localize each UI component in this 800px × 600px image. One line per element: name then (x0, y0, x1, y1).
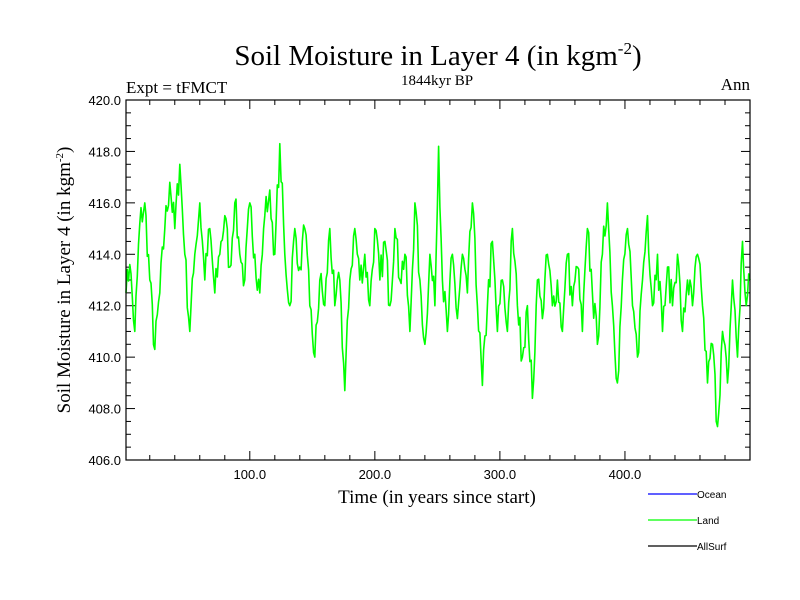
legend-label-allsurf: AllSurf (697, 542, 727, 553)
plot-frame (125, 99, 751, 461)
y-tick-label: 414.0 (88, 247, 121, 262)
tick-labels: 100.0 200.0 300.0 400.0 406.0 408.0 410.0 412.0… (88, 93, 641, 482)
x-tick-label: 100.0 (234, 467, 267, 482)
y-tick-label: 412.0 (88, 299, 121, 314)
x-tick-label: 400.0 (609, 467, 642, 482)
season-label: Ann (721, 75, 751, 94)
plot-series (125, 142, 751, 428)
legend-label-ocean: Ocean (697, 490, 726, 501)
axis-ticks (126, 99, 750, 461)
legend-label-land: Land (697, 516, 719, 527)
x-tick-label: 300.0 (484, 467, 517, 482)
experiment-label: Expt = tFMCT (126, 78, 228, 97)
y-tick-label: 410.0 (88, 350, 121, 365)
y-axis-label: Soil Moisture in Layer 4 (in kgm-2) (54, 147, 75, 414)
chart-title: Soil Moisture in Layer 4 (in kgm-2) (234, 39, 641, 72)
chart-subtitle: 1844kyr BP (401, 73, 473, 89)
y-tick-label: 406.0 (88, 453, 121, 468)
x-tick-label: 200.0 (359, 467, 392, 482)
y-tick-label: 418.0 (88, 144, 121, 159)
y-tick-label: 408.0 (88, 402, 121, 417)
y-tick-label: 420.0 (88, 93, 121, 108)
legend: Ocean Land AllSurf (648, 490, 727, 553)
y-tick-label: 416.0 (88, 196, 121, 211)
series-line-land (125, 142, 751, 428)
x-axis-label: Time (in years since start) (338, 487, 536, 508)
